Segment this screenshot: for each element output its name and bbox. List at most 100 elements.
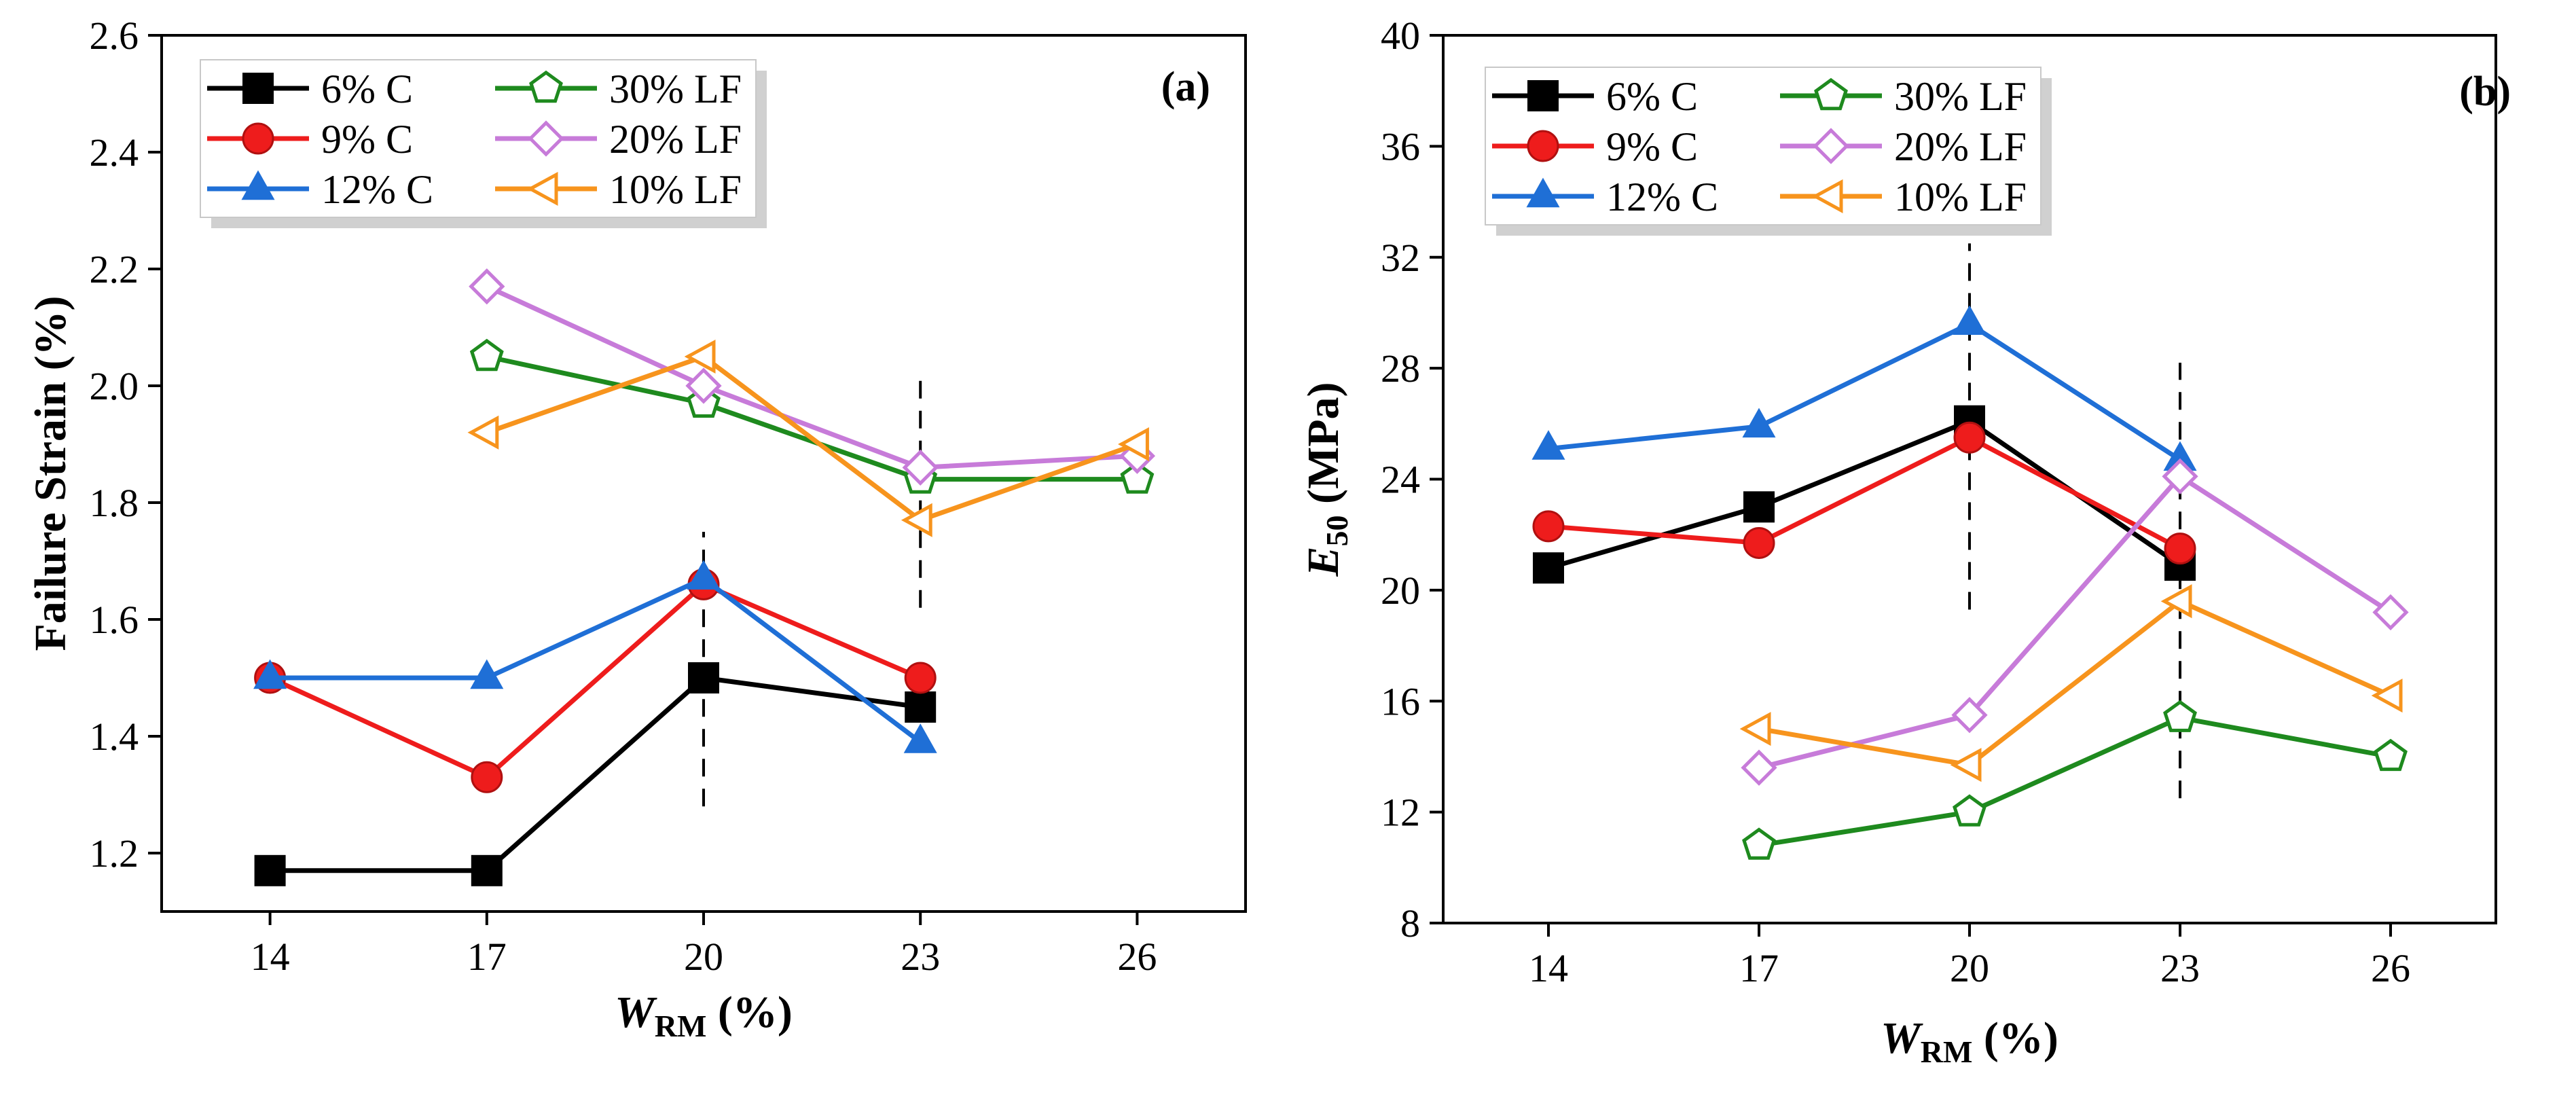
x-tick-label: 26 [1117, 935, 1157, 979]
y-tick-label: 1.4 [90, 715, 139, 759]
legend-swatch-marker [1527, 80, 1559, 111]
panel-a-x-title-unit: (%) [706, 988, 792, 1037]
legend-swatch-marker [1526, 177, 1560, 208]
data-point [2371, 679, 2403, 713]
panel-a-x-title-sub: RM [655, 1009, 707, 1043]
y-tick-label: 2.2 [90, 247, 139, 291]
data-point [902, 449, 939, 486]
legend-swatch-marker [1811, 179, 1843, 214]
data-point [1743, 491, 1775, 523]
y-tick-label: 1.8 [90, 481, 139, 525]
data-point [471, 854, 503, 886]
series-line [1758, 473, 2392, 770]
y-tick-label: 8 [1400, 901, 1420, 945]
data-point [2160, 584, 2192, 619]
panel-b-label: (b) [2459, 69, 2511, 115]
legend-entry: 12% C [321, 167, 433, 212]
panel-a-y-axis-title: Failure Strain (%) [26, 295, 75, 651]
data-point [685, 367, 722, 404]
panel-b-x-title-main: W [1881, 1013, 1923, 1063]
panel-b-y-title-sub: 50 [1320, 516, 1354, 547]
y-tick-label: 32 [1381, 236, 1420, 280]
legend-swatch-marker [242, 122, 274, 155]
panel-a-label: (a) [1161, 64, 1210, 110]
data-point [688, 662, 719, 693]
series-line [270, 576, 922, 744]
panel-b-x-title-sub: RM [1921, 1034, 1973, 1069]
series-line [1758, 598, 2392, 768]
series-line [486, 354, 1138, 523]
x-tick-label: 26 [2371, 946, 2410, 990]
x-tick-label: 17 [467, 935, 507, 979]
panel-b-x-axis-title: WRM (%) [1881, 1013, 2058, 1069]
series-line [270, 675, 921, 873]
series-line [269, 581, 922, 780]
panel-b-y-title-unit: (MPa) [1299, 382, 1348, 515]
data-point [2164, 533, 2196, 565]
x-tick-label: 23 [2160, 946, 2200, 990]
data-point [1951, 697, 1988, 734]
y-tick-label: 24 [1381, 458, 1420, 502]
series-line [486, 284, 1138, 470]
data-point [469, 338, 504, 372]
legend-swatch-marker [242, 73, 274, 104]
data-point [1532, 510, 1565, 543]
data-point [1531, 430, 1565, 460]
data-point [904, 662, 937, 694]
legend-swatch-marker [526, 171, 558, 206]
y-tick-label: 2.0 [90, 364, 139, 408]
panel-b-plot: 14 17 20 23 26 8 12 16 20 24 28 32 36 40 [1381, 14, 2410, 990]
panel-a-failure-strain: 14 17 20 23 26 1.2 1.4 1.6 1.8 2.0 2.2 2.4 2.6 6% C 9… [26, 14, 1247, 1043]
data-point [1950, 748, 1982, 782]
legend-swatch-marker [1813, 128, 1849, 164]
series-line [1548, 321, 2181, 462]
data-point [2162, 458, 2198, 495]
series-line [1758, 715, 2391, 848]
panel-a-plot: 14 17 20 23 26 1.2 1.4 1.6 1.8 2.0 2.2 2.4 2.6 [90, 14, 1157, 979]
y-tick-label: 1.6 [90, 598, 139, 642]
data-point [2374, 738, 2408, 772]
data-point [684, 339, 716, 374]
panel-b-y-axis-title: E50 (MPa) [1299, 382, 1354, 577]
panel-b-x-title-unit: (%) [1972, 1013, 2058, 1063]
data-point [903, 723, 937, 753]
legend-entry: 6% C [321, 67, 413, 111]
x-tick-label: 14 [251, 935, 290, 979]
data-point [1953, 305, 1987, 335]
data-point [905, 691, 937, 723]
data-point [1120, 461, 1155, 494]
panel-a-legend: 6% C 9% C 12% C 30% LF 20% LF 10% LF [200, 59, 767, 228]
legend-entry: 9% C [321, 117, 413, 162]
data-point [2163, 700, 2197, 732]
data-point [1953, 794, 1987, 827]
data-point [1533, 552, 1564, 584]
y-tick-label: 20 [1381, 568, 1420, 613]
data-point [469, 268, 505, 305]
data-point [1741, 749, 1777, 786]
panel-b-y-title-main: E [1299, 547, 1348, 577]
legend-entry: 10% LF [1894, 175, 2027, 219]
legend-swatch-marker [241, 170, 275, 200]
data-point [253, 659, 287, 689]
panel-b-e50: 14 17 20 23 26 8 12 16 20 24 28 32 36 40 6% C 9% C 12% … [1299, 14, 2511, 1069]
data-point [471, 761, 503, 793]
legend-entry: 20% LF [1894, 124, 2027, 169]
legend-entry: 30% LF [609, 67, 742, 111]
x-tick-label: 20 [684, 935, 723, 979]
legend-entry: 20% LF [609, 117, 742, 162]
y-tick-label: 16 [1381, 679, 1420, 723]
data-point [1739, 712, 1771, 746]
data-point [467, 415, 499, 450]
panel-a-x-axis-title: WRM (%) [615, 988, 793, 1043]
legend-swatch-marker [1527, 130, 1559, 162]
data-point [687, 560, 721, 590]
data-point [2372, 594, 2409, 631]
x-tick-label: 20 [1950, 946, 1989, 990]
data-point [1742, 827, 1776, 860]
y-tick-label: 40 [1381, 14, 1420, 58]
y-tick-label: 28 [1381, 346, 1420, 391]
data-point [1743, 526, 1775, 559]
data-point [901, 503, 932, 537]
data-point [254, 854, 286, 886]
legend-entry: 9% C [1606, 124, 1698, 169]
